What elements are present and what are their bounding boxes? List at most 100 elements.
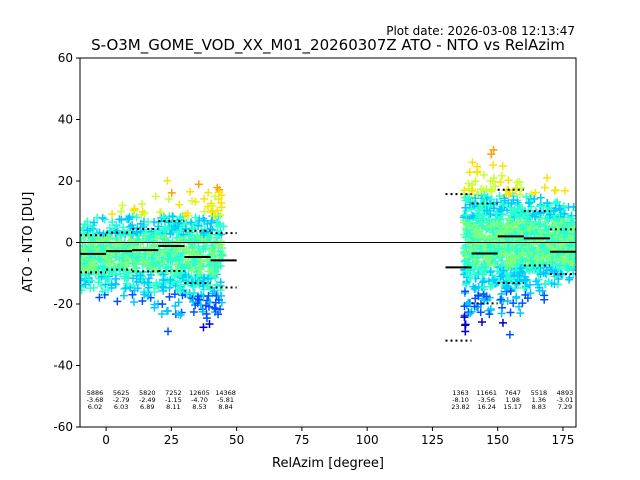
data-point (522, 220, 531, 229)
data-point (563, 262, 572, 271)
data-point (208, 201, 217, 210)
y-tick-label: 60 (58, 51, 73, 65)
y-tick-label: -40 (53, 359, 73, 373)
data-point (535, 286, 544, 295)
data-point (133, 284, 142, 293)
data-point (202, 309, 211, 318)
data-point (570, 230, 576, 239)
data-point (145, 232, 154, 241)
data-point (163, 176, 172, 185)
data-point (478, 270, 487, 279)
bin-mean-label: 1.98 (505, 396, 519, 404)
bin-mean-label: -2.79 (113, 396, 130, 404)
data-point (121, 272, 130, 281)
data-point (128, 290, 137, 299)
data-point (550, 280, 559, 289)
data-point (491, 182, 500, 191)
bin-mean-label: 1.36 (532, 396, 546, 404)
data-point (532, 277, 541, 286)
data-point (481, 205, 490, 214)
data-point (488, 161, 497, 170)
bin-mean-label: -3.68 (87, 396, 104, 404)
data-point (138, 272, 147, 281)
data-point (544, 215, 553, 224)
data-point (171, 301, 180, 310)
data-point (549, 261, 558, 270)
y-tick-label: 40 (58, 113, 73, 127)
data-point (505, 330, 514, 339)
bin-markers (80, 188, 576, 342)
bin-std-label: 8.11 (166, 403, 180, 411)
x-tick-label: 125 (421, 433, 444, 447)
data-point (516, 309, 525, 318)
data-point (171, 222, 180, 231)
data-point (210, 287, 219, 296)
data-point (519, 251, 528, 260)
data-point (526, 256, 535, 265)
data-point (461, 203, 470, 212)
data-point (486, 185, 495, 194)
data-point (138, 200, 147, 209)
bin-mean-label: -4.70 (191, 396, 208, 404)
data-point (480, 266, 489, 275)
data-point (489, 204, 498, 213)
y-tick-label: 0 (65, 236, 73, 250)
data-point (217, 251, 226, 260)
data-point (138, 207, 147, 216)
data-point (504, 215, 513, 224)
data-point (551, 204, 560, 213)
data-point (523, 243, 532, 252)
data-point (488, 228, 497, 237)
data-point (217, 230, 226, 239)
data-point (162, 264, 171, 273)
data-point (497, 272, 506, 281)
data-point (482, 253, 491, 262)
data-point (504, 176, 513, 185)
data-point (472, 215, 481, 224)
data-point (186, 187, 195, 196)
data-point (524, 198, 533, 207)
data-point (150, 229, 159, 238)
data-point (497, 171, 506, 180)
data-point (547, 265, 556, 274)
data-point (526, 289, 535, 298)
data-point (516, 190, 525, 199)
data-point (215, 220, 224, 229)
data-point (160, 234, 169, 243)
data-point (536, 209, 545, 218)
data-point (124, 215, 133, 224)
bin-mean-label: -3.56 (478, 396, 495, 404)
data-point (470, 302, 479, 311)
data-point (208, 268, 217, 277)
data-point (175, 237, 184, 246)
data-point (517, 264, 526, 273)
data-point (211, 273, 220, 282)
data-point (129, 281, 138, 290)
x-tick-label: 25 (164, 433, 179, 447)
data-point (98, 287, 107, 296)
data-point (506, 203, 515, 212)
data-point (141, 250, 150, 259)
data-point (548, 222, 557, 231)
data-point (540, 291, 549, 300)
data-point (157, 309, 166, 318)
data-point (499, 200, 508, 209)
data-point (530, 194, 539, 203)
data-point (478, 250, 487, 259)
data-point (460, 313, 469, 322)
data-point (460, 218, 469, 227)
data-point (165, 249, 174, 258)
data-point (492, 209, 501, 218)
data-point (192, 236, 201, 245)
data-point (194, 221, 203, 230)
data-point (566, 218, 575, 227)
data-point (167, 188, 176, 197)
data-point (146, 270, 155, 279)
data-point (195, 296, 204, 305)
data-point (206, 230, 215, 239)
data-point (474, 291, 483, 300)
data-point (81, 280, 90, 289)
data-point (132, 213, 141, 222)
data-point (562, 246, 571, 255)
data-point (122, 279, 131, 288)
